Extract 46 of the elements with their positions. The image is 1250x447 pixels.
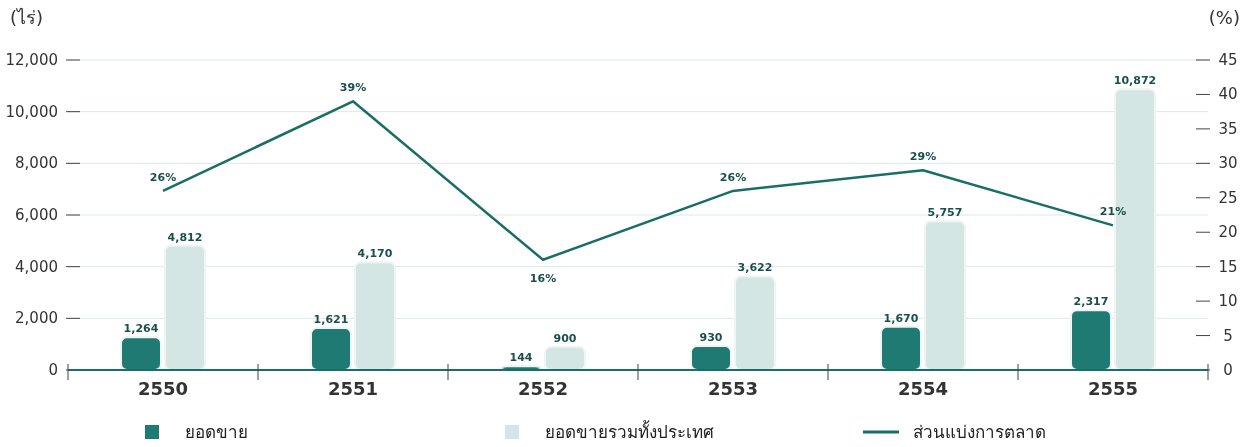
y-tick-label: 8,000 — [15, 154, 58, 173]
data-label: 900 — [553, 331, 577, 345]
data-label: 39% — [339, 81, 367, 95]
y2-tick-label: 10 — [1218, 292, 1238, 311]
y2-tick-label: 45 — [1218, 51, 1238, 69]
x-tick-label: 2553 — [707, 378, 759, 399]
data-label: 4,170 — [357, 247, 393, 261]
y-tick-label: 4,000 — [15, 257, 58, 276]
data-label: 16% — [529, 271, 557, 285]
legend-label: ส่วนแบ่งการตลาด — [913, 422, 1046, 442]
data-label: 4,812 — [167, 230, 203, 244]
data-label: 144 — [509, 351, 533, 365]
data-label: 2,317 — [1073, 295, 1109, 309]
y-tick-label: 12,000 — [5, 51, 58, 69]
y-tick-label: 10,000 — [5, 102, 58, 121]
data-label: 29% — [909, 150, 937, 164]
y2-tick-label: 0 — [1223, 361, 1233, 379]
data-label: 5,757 — [927, 206, 963, 220]
data-label: 1,621 — [313, 313, 349, 327]
y-axis-title: (ไร่) — [10, 7, 44, 28]
x-tick-label: 2555 — [1087, 378, 1139, 399]
legend-label: ยอดขาย — [185, 422, 248, 442]
x-tick-label: 2554 — [897, 378, 949, 399]
y2-tick-label: 20 — [1218, 223, 1238, 242]
x-tick-label: 2552 — [517, 378, 569, 399]
data-label: 26% — [149, 170, 177, 184]
data-label: 1,670 — [883, 311, 919, 325]
y2-tick-label: 40 — [1218, 85, 1238, 104]
y2-tick-label: 25 — [1218, 188, 1238, 207]
data-label: 10,872 — [1113, 74, 1157, 88]
y2-tick-label: 15 — [1218, 257, 1238, 276]
x-tick-label: 2550 — [137, 378, 189, 399]
y-tick-label: 0 — [48, 361, 58, 379]
data-label: 3,622 — [737, 261, 773, 275]
y-tick-label: 2,000 — [15, 309, 58, 328]
data-label: 26% — [719, 170, 747, 184]
data-label: 1,264 — [123, 322, 159, 336]
y-tick-label: 6,000 — [15, 206, 58, 224]
legend-label: ยอดขายรวมทั้งประเทศ — [545, 420, 714, 442]
x-tick-label: 2551 — [327, 378, 379, 399]
y2-tick-label: 5 — [1223, 326, 1233, 345]
y2-tick-label: 35 — [1218, 119, 1238, 138]
data-label: 21% — [1099, 205, 1127, 219]
y2-axis-title: (%) — [1208, 7, 1240, 28]
data-label: 930 — [699, 330, 723, 344]
y2-tick-label: 30 — [1218, 154, 1238, 173]
